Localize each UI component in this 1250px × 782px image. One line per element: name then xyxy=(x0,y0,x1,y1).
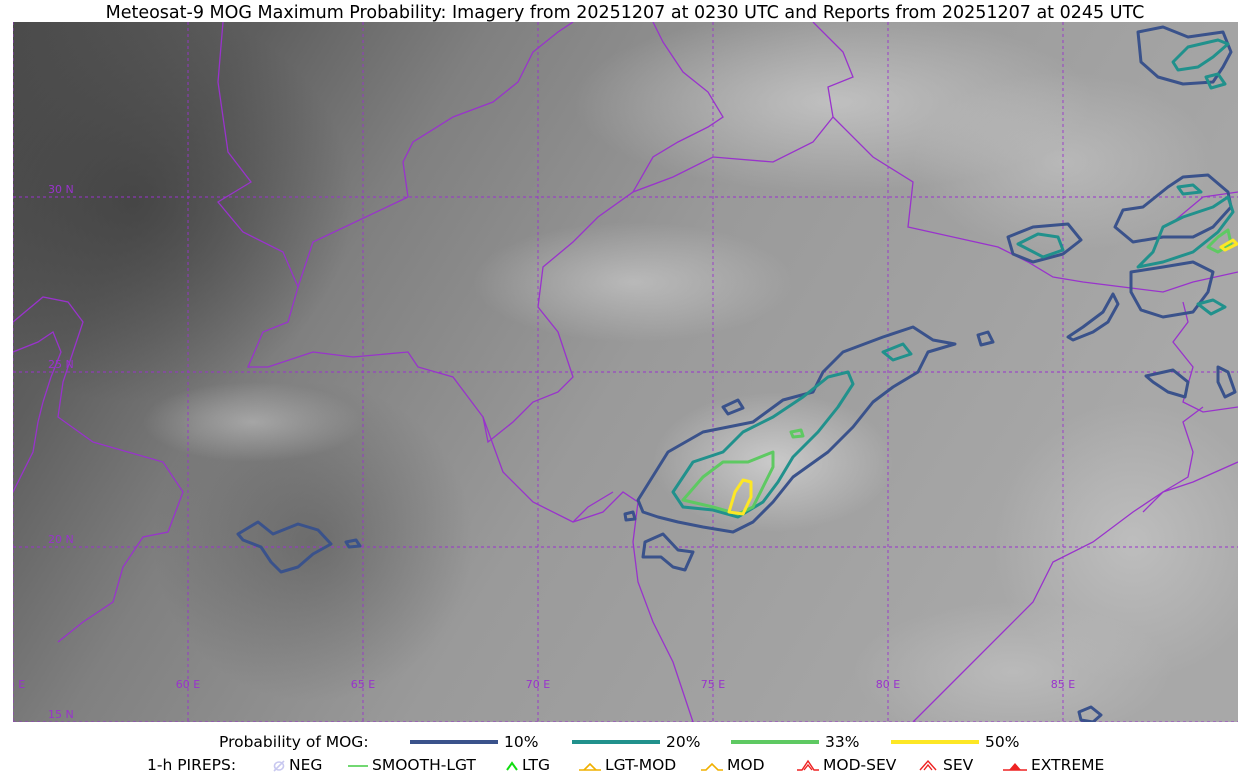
probability-legend-label: Probability of MOG: xyxy=(219,733,369,751)
legend-item-lgt-mod: LGT-MOD xyxy=(578,756,676,774)
contour-50pct xyxy=(727,238,1238,516)
legend-label-neg: NEG xyxy=(289,756,323,774)
country-borders xyxy=(13,22,1238,722)
legend-item-20pct: 20% xyxy=(572,733,700,751)
lgt-mod-icon xyxy=(579,762,601,771)
legend-item-smooth-lgt: SMOOTH-LGT xyxy=(347,756,476,774)
pireps-legend-label: 1-h PIREPS: xyxy=(147,756,237,774)
map-canvas: 55 E 60 E 65 E 70 E 75 E 80 E 85 E 30 N 25 N 20 N… xyxy=(13,22,1238,722)
legend-item-mod-sev: MOD-SEV xyxy=(796,756,896,774)
ltg-icon xyxy=(506,761,518,771)
contour-10pct xyxy=(236,25,1237,722)
legend-swatch-10pct xyxy=(410,740,498,744)
lon-label: 70 E xyxy=(526,678,550,691)
lat-label: 25 N xyxy=(48,358,74,371)
lat-label: 20 N xyxy=(48,533,74,546)
map-title: Meteosat-9 MOG Maximum Probability: Imag… xyxy=(105,3,1145,23)
legend-swatch-33pct xyxy=(731,740,819,744)
extreme-icon xyxy=(1003,763,1027,771)
legend-label-lgt-mod: LGT-MOD xyxy=(605,756,677,774)
legend-label-extreme: EXTREME xyxy=(1031,756,1105,774)
neg-icon xyxy=(273,760,285,772)
satellite-map: 55 E 60 E 65 E 70 E 75 E 80 E 85 E 30 N 25 N 20 N… xyxy=(13,22,1238,722)
lon-label: 55 E xyxy=(13,678,25,691)
legend-label-sev: SEV xyxy=(943,756,974,774)
graticule xyxy=(13,22,1238,722)
legend-label-ltg: LTG xyxy=(522,756,550,774)
mog-contours xyxy=(236,25,1238,722)
legend-item-sev: SEV xyxy=(916,756,973,774)
mod-icon xyxy=(701,762,723,771)
probability-legend: Probability of MOG: 10% 20% 33% 50% xyxy=(0,733,1250,753)
legend-swatch-50pct xyxy=(891,740,979,744)
pireps-legend: 1-h PIREPS: NEG SMOOTH-LGT LTG LGT-MOD M… xyxy=(0,756,1250,776)
legend-label-smooth-lgt: SMOOTH-LGT xyxy=(372,756,476,774)
graticule-labels: 55 E 60 E 65 E 70 E 75 E 80 E 85 E 30 N 25 N 20 N… xyxy=(13,183,1075,721)
sev-icon xyxy=(919,759,937,771)
legend-label-33pct: 33% xyxy=(825,733,860,751)
lon-label: 65 E xyxy=(351,678,375,691)
lon-label: 75 E xyxy=(701,678,725,691)
legend-item-neg: NEG xyxy=(272,756,322,774)
legend-label-10pct: 10% xyxy=(504,733,539,751)
legend-item-ltg: LTG xyxy=(505,756,550,774)
legend-label-20pct: 20% xyxy=(666,733,701,751)
lon-label: 60 E xyxy=(176,678,200,691)
legend-swatch-20pct xyxy=(572,740,660,744)
legend-item-50pct: 50% xyxy=(891,733,1019,751)
lat-label: 15 N xyxy=(48,708,74,721)
legend-label-mod: MOD xyxy=(727,756,765,774)
lon-label: 80 E xyxy=(876,678,900,691)
legend-label-50pct: 50% xyxy=(985,733,1020,751)
legend-item-extreme: EXTREME xyxy=(1002,756,1104,774)
legend-item-10pct: 10% xyxy=(410,733,538,751)
legend-label-mod-sev: MOD-SEV xyxy=(823,756,897,774)
legend-item-mod: MOD xyxy=(700,756,765,774)
smooth-lgt-icon xyxy=(348,765,368,767)
mod-sev-icon xyxy=(797,759,819,771)
lon-label: 85 E xyxy=(1051,678,1075,691)
contour-20pct xyxy=(671,38,1235,519)
lat-label: 30 N xyxy=(48,183,74,196)
legend-item-33pct: 33% xyxy=(731,733,859,751)
